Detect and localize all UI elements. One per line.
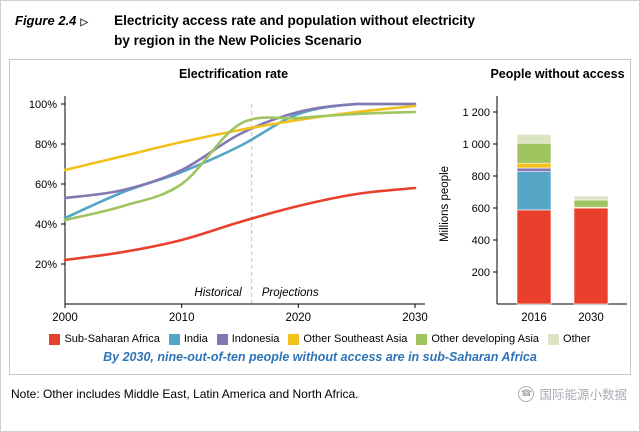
bar-segment-sub-saharan-africa-2030 (573, 207, 609, 305)
y-tick-label: 40% (35, 219, 57, 231)
figure-number: Figure 2.4 ▷ (15, 11, 88, 28)
legend-label: India (183, 333, 208, 345)
figure-footer: Note: Other includes Middle East, Latin … (1, 375, 639, 403)
people-without-access-panel: People without access 200 400 600 800 1 000 1… (435, 67, 632, 332)
figure-caption: By 2030, nine-out-of-ten people without … (103, 350, 537, 364)
y-tick-label: 600 (472, 203, 490, 215)
figure-arrow-icon: ▷ (80, 17, 89, 28)
y-tick-label: 800 (472, 171, 490, 183)
figure-title: Electricity access rate and population w… (114, 11, 475, 51)
line-series-sub-saharan-africa (63, 186, 417, 262)
legend-item-other: Other (548, 333, 591, 345)
legend-swatch (168, 333, 180, 345)
figure-header: Figure 2.4 ▷ Electricity access rate and … (1, 1, 639, 53)
bar-segment-india-2016 (516, 171, 552, 211)
phone-icon: ☎ (518, 385, 535, 402)
projections-label: Projections (262, 287, 319, 299)
bar-segment-indonesia-2016 (516, 167, 552, 173)
legend-item-other-southeast-asia: Other Southeast Asia (288, 333, 407, 345)
legend: Sub-Saharan Africa India Indonesia Other So… (14, 333, 626, 345)
bar-chart-title: People without access (490, 67, 625, 81)
legend-label: Other (563, 333, 591, 345)
legend-item-india: India (168, 333, 208, 345)
y-tick-label: 60% (35, 179, 57, 191)
y-tick-label: 1 000 (462, 139, 490, 151)
bar-segment-sub-saharan-africa-2016 (516, 209, 552, 305)
legend-swatch (49, 333, 61, 345)
chart-frame: Electrification rate 20% 40% 60% 80% 100% 200… (9, 59, 631, 375)
x-category-label: 2030 (578, 312, 604, 324)
line-series-indonesia (63, 102, 417, 200)
legend-swatch (548, 333, 560, 345)
y-tick-label: 80% (35, 139, 57, 151)
legend-item-sub-saharan-africa: Sub-Saharan Africa (49, 333, 160, 345)
legend-label: Other Southeast Asia (303, 333, 408, 345)
legend-swatch (288, 333, 300, 345)
line-series-other-developing-asia (63, 110, 417, 222)
bar-segment-other-southeast-asia-2016 (516, 162, 552, 169)
figure-number-text: Figure 2.4 (15, 13, 77, 28)
bar-segment-other-2030 (573, 195, 609, 201)
y-tick-label: 100% (29, 99, 57, 111)
people-without-access-bar-chart: 200 400 600 800 1 000 1 200 Millions people 201… (439, 96, 627, 324)
line-series-other-southeast-asia (63, 104, 417, 172)
watermark: ☎ 国际能源小数据 (518, 384, 627, 403)
figure-note: Note: Other includes Middle East, Latin … (11, 386, 359, 401)
electrification-rate-panel: Electrification rate 20% 40% 60% 80% 100% 200… (10, 67, 435, 332)
bar-segment-other-2016 (516, 134, 552, 144)
legend-label: Indonesia (231, 333, 280, 345)
watermark-text: 国际能源小数据 (539, 388, 627, 402)
charts-row: Electrification rate 20% 40% 60% 80% 100% 200… (10, 67, 630, 332)
x-tick-label: 2000 (52, 312, 78, 324)
x-tick-label: 2010 (169, 312, 195, 324)
x-tick-label: 2030 (402, 312, 428, 324)
y-tick-label: 400 (472, 235, 490, 247)
bar-segment-other-developing-asia-2016 (516, 142, 552, 164)
line-series-india (63, 102, 417, 220)
legend-label: Other developing Asia (431, 333, 540, 345)
x-category-label: 2016 (521, 312, 547, 324)
historical-label: Historical (194, 287, 242, 299)
legend-item-other-developing-asia: Other developing Asia (416, 333, 539, 345)
line-chart-title: Electrification rate (178, 67, 289, 81)
bar-segment-other-developing-asia-2030 (573, 199, 609, 208)
x-tick-label: 2020 (286, 312, 312, 324)
y-tick-label: 200 (472, 267, 490, 279)
y-tick-label: 20% (35, 259, 57, 271)
y-tick-label: 1 200 (462, 107, 490, 119)
legend-swatch (416, 333, 428, 345)
figure-title-line2: by region in the New Policies Scenario (114, 33, 362, 48)
electrification-rate-line-chart: 20% 40% 60% 80% 100% 2000 2010 2020 2030 Historic… (29, 96, 428, 324)
legend-item-indonesia: Indonesia (216, 333, 280, 345)
figure-title-line1: Electricity access rate and population w… (114, 13, 475, 28)
y-axis-title: Millions people (439, 166, 451, 242)
legend-swatch (216, 333, 228, 345)
legend-label: Sub-Saharan Africa (64, 333, 160, 345)
